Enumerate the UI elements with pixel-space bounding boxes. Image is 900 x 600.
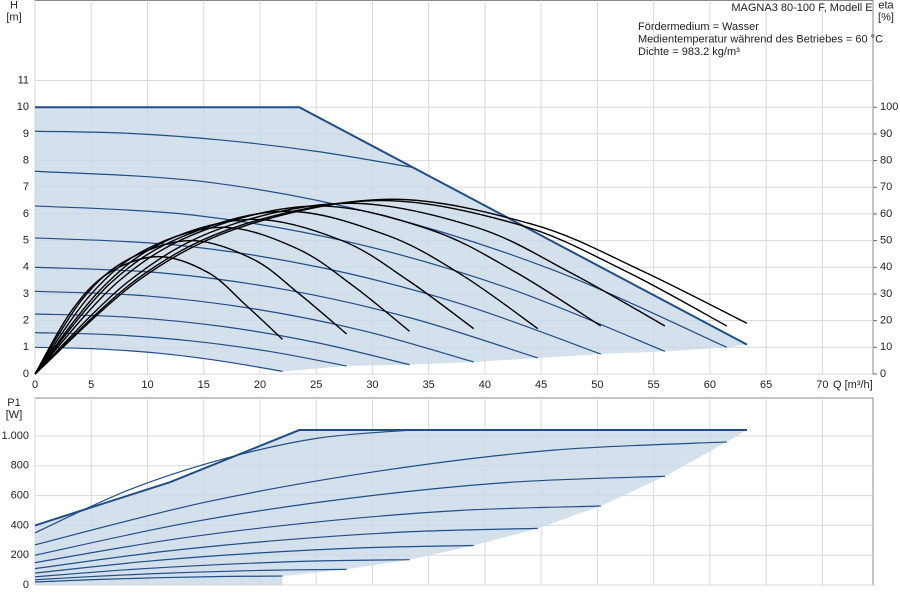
efficiency-curve <box>34 202 666 375</box>
performance-curve <box>34 505 601 564</box>
performance-curve <box>34 475 665 556</box>
y2-tick-label: 50 <box>880 235 892 247</box>
y-tick-label: 2 <box>23 315 29 327</box>
x-tick-label: 0 <box>32 379 38 391</box>
x-tick-label: 20 <box>254 379 266 391</box>
x-tick-label: 40 <box>479 379 491 391</box>
efficiency-curve <box>34 218 475 375</box>
note: Fördermedium = Wasser <box>638 21 759 33</box>
x-tick-label: 55 <box>648 379 660 391</box>
performance-curve <box>34 429 412 534</box>
y-tick-label: 400 <box>11 519 29 531</box>
x-tick-label: 70 <box>816 379 828 391</box>
performance-curve <box>34 237 601 355</box>
performance-curve <box>35 106 748 346</box>
y-tick-label: 1.000 <box>1 430 29 442</box>
y2-tick-label: 0 <box>880 368 886 380</box>
y2-tick-label: 10 <box>880 341 892 353</box>
x-tick-label: 25 <box>310 379 322 391</box>
y-tick-label: 7 <box>23 181 29 193</box>
efficiency-curve <box>34 255 283 375</box>
y-tick-label: 5 <box>23 235 29 247</box>
efficiency-curve <box>34 198 748 375</box>
y-tick-label: 1 <box>23 341 29 353</box>
y-tick-label: 800 <box>11 460 29 472</box>
performance-curve <box>34 205 666 352</box>
performance-curve <box>34 575 283 583</box>
performance-curve <box>34 332 347 367</box>
performance-curve <box>34 441 727 546</box>
y-tick-label: 8 <box>23 154 29 166</box>
y2-tick-label: 40 <box>880 261 892 273</box>
note: Medientemperatur während des Betriebes =… <box>638 33 883 45</box>
x-tick-label: 15 <box>198 379 210 391</box>
y2-tick-label: 80 <box>880 154 892 166</box>
x-tick-label: 35 <box>423 379 435 391</box>
y-axis-label: P1 <box>7 397 20 409</box>
y-tick-label: 200 <box>11 549 29 561</box>
performance-curve <box>34 527 538 570</box>
note: Dichte = 983.2 kg/m³ <box>638 46 740 58</box>
y-tick-label: 600 <box>11 490 29 502</box>
x-tick-label: 60 <box>704 379 716 391</box>
y2-tick-label: 100 <box>880 101 898 113</box>
performance-curve <box>34 346 283 372</box>
x-axis-label: Q [m³/h] <box>833 379 873 391</box>
y2-tick-label: 60 <box>880 208 892 220</box>
performance-curve <box>34 130 412 168</box>
y2-tick-label: 20 <box>880 315 892 327</box>
x-tick-label: 30 <box>366 379 378 391</box>
y2-tick-label: 70 <box>880 181 892 193</box>
y2-tick-label: 90 <box>880 128 892 140</box>
x-tick-label: 5 <box>88 379 94 391</box>
x-tick-label: 65 <box>760 379 772 391</box>
performance-curve <box>34 559 410 578</box>
y-axis-label: [W] <box>6 409 23 421</box>
y-tick-label: 6 <box>23 208 29 220</box>
y-tick-label: 0 <box>23 368 29 380</box>
x-tick-label: 50 <box>591 379 603 391</box>
y-tick-label: 11 <box>18 74 29 86</box>
y-tick-label: 4 <box>23 261 29 273</box>
x-tick-label: 45 <box>535 379 547 391</box>
performance-curve <box>34 266 538 359</box>
y-tick-label: 3 <box>23 288 29 300</box>
y-tick-label: 0 <box>23 579 29 591</box>
performance-curve <box>34 544 474 574</box>
performance-curve <box>34 568 347 581</box>
performance-curve <box>34 290 474 363</box>
y-tick-label: 10 <box>17 101 29 113</box>
x-tick-label: 10 <box>141 379 153 391</box>
efficiency-curve <box>34 210 539 375</box>
y2-tick-label: 30 <box>880 288 892 300</box>
model-label: MAGNA3 80-100 F, Modell E <box>731 2 872 14</box>
efficiency-curve <box>34 199 728 375</box>
y-tick-label: 9 <box>23 128 29 140</box>
y-axis-label: [m] <box>6 11 21 23</box>
y-axis-label: H <box>10 0 18 11</box>
y2-axis-label: [%] <box>878 11 894 23</box>
y2-axis-label: eta <box>878 0 894 11</box>
